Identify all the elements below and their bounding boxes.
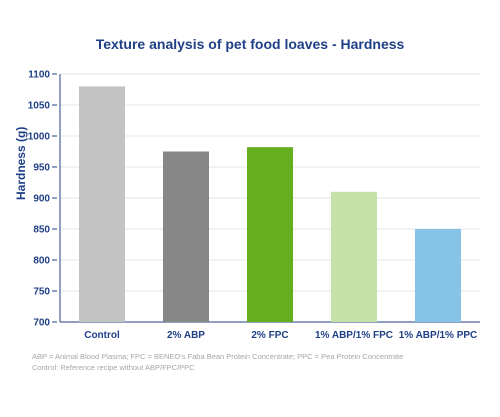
footnote-abbreviations: ABP = Animal Blood Plasma; FPC = BENEO's… xyxy=(32,352,404,361)
y-tick-label: 850 xyxy=(33,225,50,236)
x-tick-label: 2% FPC xyxy=(251,330,288,341)
x-tick-label: 1% ABP/1% PPC xyxy=(399,330,478,341)
bar xyxy=(415,229,461,322)
y-tick-label: 950 xyxy=(33,163,50,174)
bar xyxy=(331,191,377,322)
x-tick-label: 1% ABP/1% FPC xyxy=(315,330,393,341)
y-tick-label: 1050 xyxy=(28,101,51,112)
y-tick-label: 750 xyxy=(33,287,50,298)
y-tick-label: 700 xyxy=(33,318,50,329)
bar xyxy=(163,151,209,322)
x-tick-label: 2% ABP xyxy=(167,330,205,341)
y-tick-label: 1000 xyxy=(28,132,51,143)
x-tick-label: Control xyxy=(84,330,120,341)
y-tick-label: 900 xyxy=(33,194,50,205)
bar xyxy=(247,147,293,322)
bar xyxy=(79,86,125,323)
y-tick-label: 800 xyxy=(33,256,50,267)
y-tick-label: 1100 xyxy=(28,70,50,81)
footnote-control: Control: Reference recipe without ABP/FP… xyxy=(32,363,195,372)
chart-title: Texture analysis of pet food loaves - Ha… xyxy=(95,36,405,52)
